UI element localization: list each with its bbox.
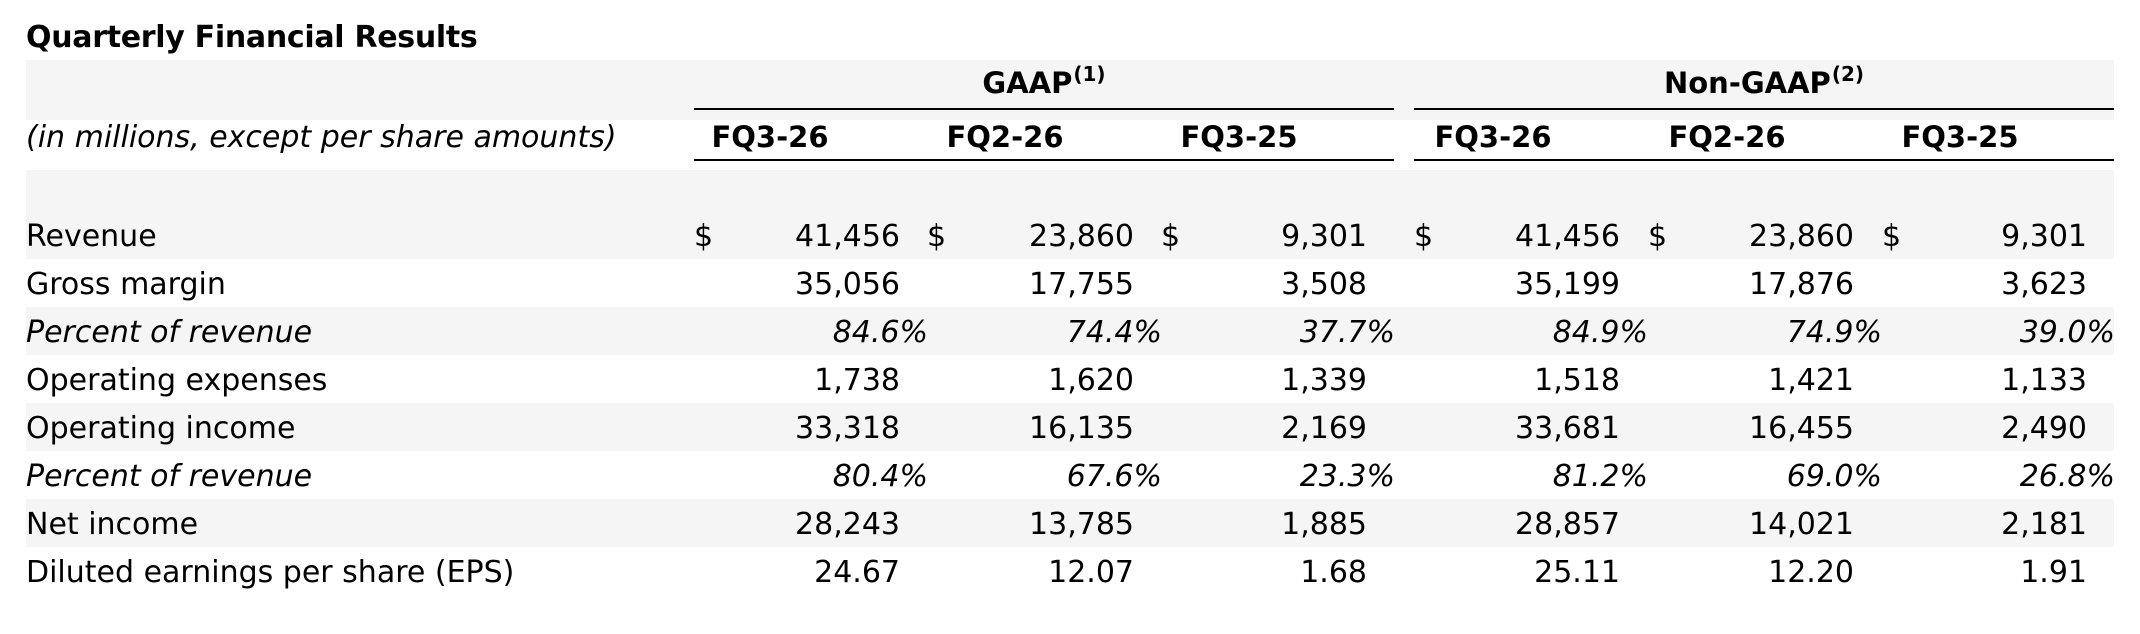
table-cell: 2,169 (1281, 411, 1367, 446)
row-label: Diluted earnings per share (EPS) (26, 555, 515, 590)
group-title-non-gaap: Non-GAAP(2) (1663, 62, 1865, 100)
table-cell: 37.7% (1299, 315, 1395, 350)
table-cell: 17,755 (1029, 267, 1134, 302)
table-cell: 67.6% (1066, 459, 1162, 494)
column-header: FQ2-26 (946, 120, 1064, 154)
table-cell: 1,738 (814, 363, 900, 398)
spacer-band (26, 170, 2114, 212)
table-cell: 9,301 (2001, 219, 2087, 254)
table-cell: 26.8% (2019, 459, 2115, 494)
table-cell: 17,876 (1749, 267, 1854, 302)
row-label: Percent of revenue (26, 459, 313, 494)
table-cell: 1,133 (2001, 363, 2087, 398)
table-cell: 84.6% (832, 315, 928, 350)
table-cell: 12.07 (1048, 555, 1134, 590)
table-cell: 74.9% (1786, 315, 1882, 350)
table-cell: 13,785 (1029, 507, 1134, 542)
table-cell: 23,860 (1029, 219, 1134, 254)
table-row: Operating income 33,318 16,135 2,169 33,681 1… (0, 403, 2140, 451)
currency-symbol: $ (694, 219, 714, 254)
table-cell: 41,456 (1515, 219, 1620, 254)
table-cell: 1.68 (1300, 555, 1367, 590)
column-header: FQ3-25 (1180, 120, 1298, 154)
row-band (26, 499, 2114, 547)
table-cell: 28,857 (1515, 507, 1620, 542)
table-cell: 80.4% (832, 459, 928, 494)
table-cell: 69.0% (1786, 459, 1882, 494)
table-row: Gross margin 35,056 17,755 3,508 35,199 17,87… (0, 259, 2140, 307)
table-cell: 35,199 (1515, 267, 1620, 302)
table-cell: 81.2% (1552, 459, 1648, 494)
table-row: Net income 28,243 13,785 1,885 28,857 14,021 2… (0, 499, 2140, 547)
table-cell: 1,885 (1281, 507, 1367, 542)
page-title: Quarterly Financial Results (26, 20, 478, 55)
table-cell: 41,456 (795, 219, 900, 254)
group-rule-non-gaap (1414, 108, 2114, 110)
table-cell: 23,860 (1749, 219, 1854, 254)
row-band (26, 403, 2114, 451)
row-label: Gross margin (26, 267, 226, 302)
table-cell: 1,339 (1281, 363, 1367, 398)
currency-symbol: $ (1161, 219, 1181, 254)
row-label: Operating income (26, 411, 296, 446)
header-rule-gaap (694, 159, 1394, 161)
table-cell: 3,623 (2001, 267, 2087, 302)
table-cell: 33,318 (795, 411, 900, 446)
column-header: FQ3-25 (1901, 120, 2019, 154)
table-row: Revenue $41,456 $23,860 $9,301 $41,456 $23,86… (0, 211, 2140, 259)
table-cell: 74.4% (1066, 315, 1162, 350)
table-row: Operating expenses 1,738 1,620 1,339 1,518 1,… (0, 355, 2140, 403)
table-cell: 39.0% (2019, 315, 2115, 350)
row-band (26, 211, 2114, 259)
currency-symbol: $ (1882, 219, 1902, 254)
table-row: Diluted earnings per share (EPS) 24.67 12.… (0, 547, 2140, 595)
table-cell: 84.9% (1552, 315, 1648, 350)
units-label: (in millions, except per share amounts) (26, 120, 617, 155)
table-cell: 1,421 (1768, 363, 1854, 398)
table-cell: 33,681 (1515, 411, 1620, 446)
currency-symbol: $ (1414, 219, 1434, 254)
table-cell: 1,518 (1534, 363, 1620, 398)
header-rule-non-gaap (1414, 159, 2114, 161)
table-cell: 14,021 (1749, 507, 1854, 542)
table-cell: 35,056 (795, 267, 900, 302)
group-rule-gaap (694, 108, 1394, 110)
table-cell: 23.3% (1299, 459, 1395, 494)
table-cell: 25.11 (1534, 555, 1620, 590)
table-cell: 12.20 (1768, 555, 1854, 590)
column-header: FQ3-26 (711, 120, 829, 154)
table-row: Percent of revenue 84.6% 74.4% 37.7% 84.9% 74… (0, 307, 2140, 355)
table-cell: 2,181 (2001, 507, 2087, 542)
table-cell: 28,243 (795, 507, 900, 542)
table-cell: 3,508 (1281, 267, 1367, 302)
table-cell: 24.67 (814, 555, 900, 590)
table-cell: 9,301 (1281, 219, 1367, 254)
header-band (26, 60, 2114, 120)
table-cell: 16,135 (1029, 411, 1134, 446)
table-cell: 1,620 (1048, 363, 1134, 398)
table-cell: 16,455 (1749, 411, 1854, 446)
currency-symbol: $ (1648, 219, 1668, 254)
table-cell: 2,490 (2001, 411, 2087, 446)
group-title-gaap: GAAP(1) (982, 62, 1106, 100)
table-cell: 1.91 (2020, 555, 2087, 590)
table-row: Percent of revenue 80.4% 67.6% 23.3% 81.2% 69… (0, 451, 2140, 499)
column-header: FQ2-26 (1668, 120, 1786, 154)
row-label: Net income (26, 507, 199, 542)
row-label: Revenue (26, 219, 157, 254)
currency-symbol: $ (927, 219, 947, 254)
row-band (26, 307, 2114, 355)
row-label: Operating expenses (26, 363, 328, 398)
column-header: FQ3-26 (1434, 120, 1552, 154)
row-label: Percent of revenue (26, 315, 313, 350)
